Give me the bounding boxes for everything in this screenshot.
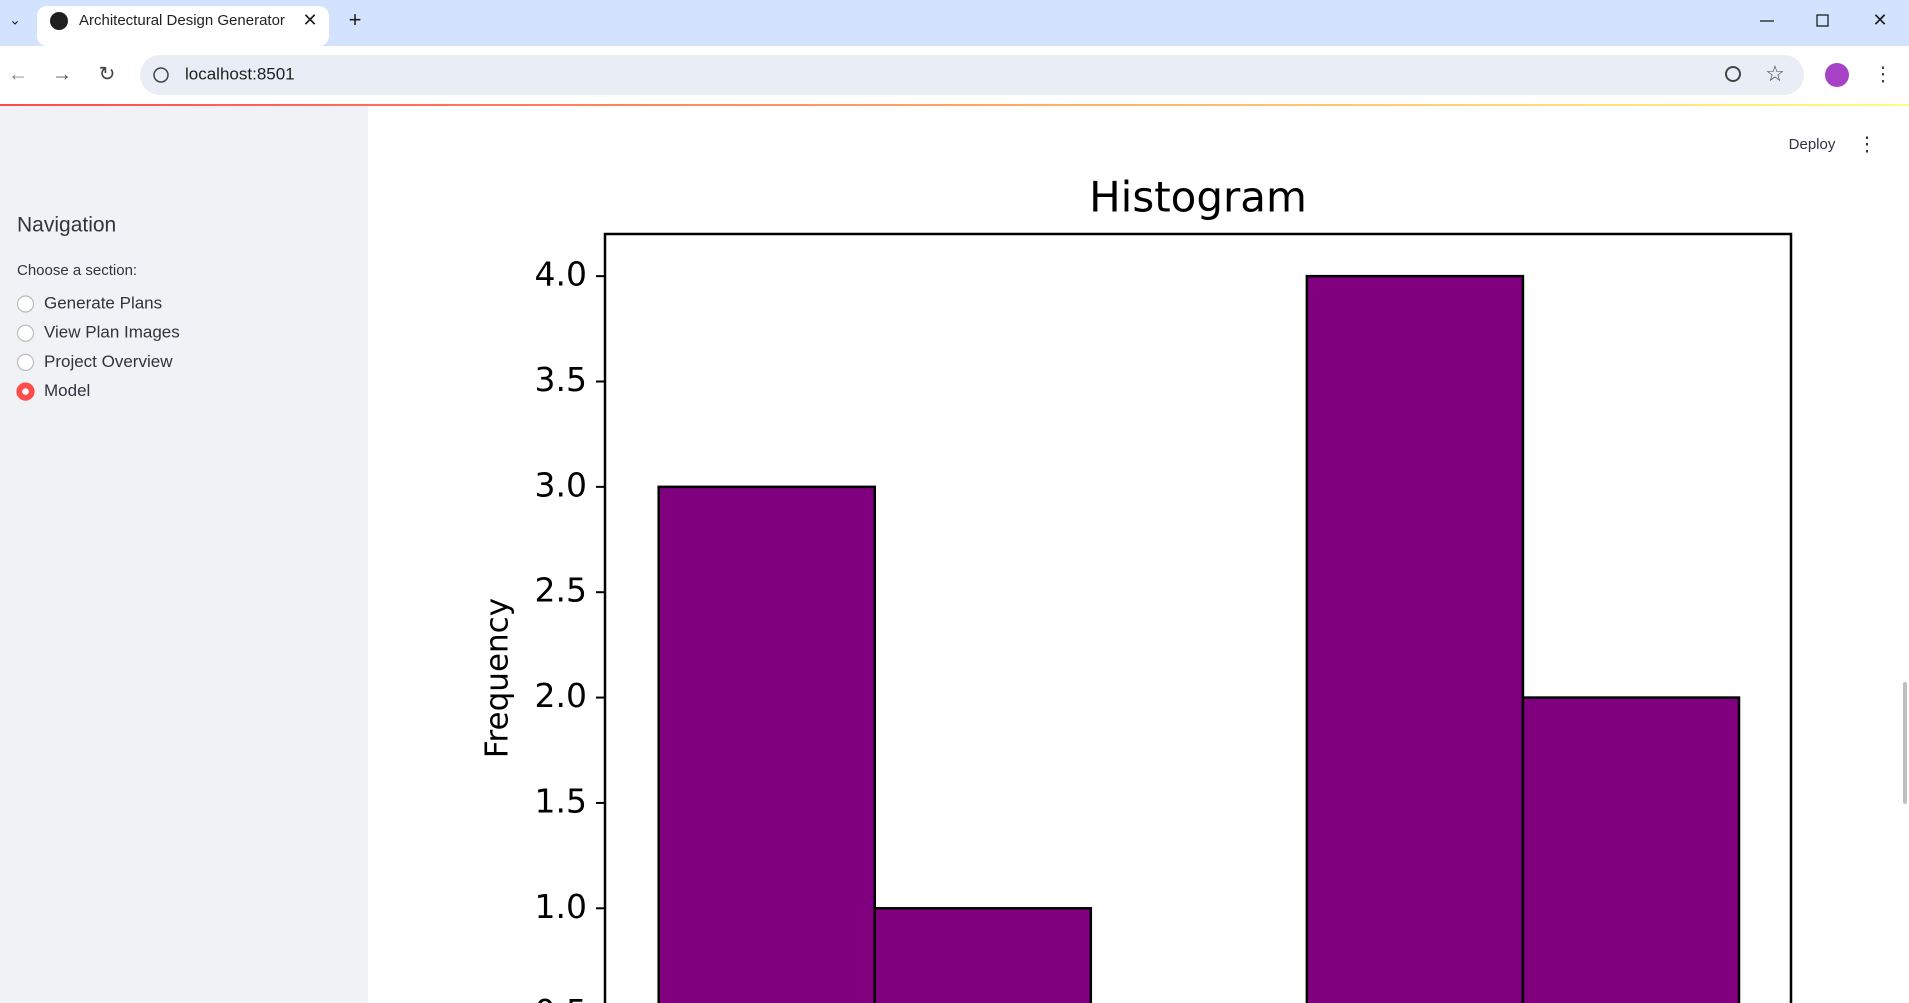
y-tick-label: 0.5 (535, 992, 587, 1003)
bar (1305, 274, 1525, 1003)
y-tick-label: 1.0 (535, 887, 587, 926)
address-bar[interactable] (140, 55, 1804, 95)
tab-title: Architectural Design Generator (79, 12, 285, 29)
deploy-button[interactable]: Deploy (1789, 136, 1836, 153)
chart-title: Histogram (1089, 173, 1307, 222)
back[interactable]: ← (8, 63, 28, 85)
top-decoration (0, 104, 1909, 106)
scrollbar[interactable] (1903, 682, 1907, 804)
tab-close[interactable]: ✕ (302, 10, 317, 30)
tab-icon (50, 12, 68, 30)
y-axis-label: Frequency (480, 598, 516, 758)
bookmark[interactable]: ☆ (1765, 61, 1785, 86)
radio-dot (22, 388, 29, 395)
tab-menu[interactable]: ⌄ (9, 12, 21, 28)
reload[interactable]: ↻ (99, 63, 116, 85)
y-tick-label: 2.5 (535, 571, 587, 610)
bar (873, 907, 1093, 1003)
bar (1521, 696, 1741, 1003)
bar (657, 485, 877, 1003)
y-tick-label: 2.0 (535, 676, 587, 715)
y-tick-label: 4.0 (535, 255, 587, 294)
radio-option[interactable]: Model (44, 381, 90, 400)
browser-menu[interactable]: ⋮ (1873, 63, 1893, 85)
active-tab[interactable] (37, 6, 329, 46)
y-tick-label: 3.5 (535, 360, 587, 399)
radio-button[interactable] (16, 353, 35, 371)
radio-button[interactable] (16, 324, 35, 342)
forward[interactable]: → (52, 63, 72, 85)
zoom[interactable] (1725, 66, 1741, 82)
restore[interactable] (1816, 14, 1829, 27)
app-menu[interactable]: ⋮ (1857, 133, 1877, 155)
url: localhost:8501 (185, 64, 295, 83)
y-tick-label: 3.0 (535, 465, 587, 504)
radio-option[interactable]: Project Overview (44, 352, 173, 371)
plot-frame (603, 232, 1793, 1003)
sidebar-title: Navigation (17, 214, 116, 237)
site-info[interactable] (153, 67, 169, 83)
y-tick-label: 1.5 (535, 781, 587, 820)
new-tab[interactable]: + (349, 7, 362, 32)
radio-button[interactable] (16, 295, 35, 313)
chart: Histogram Frequency 0.5 1.0 1.5 2.0 2.5 3.0 3.… (480, 173, 1793, 1003)
close-window[interactable]: ✕ (1872, 10, 1887, 30)
profile[interactable] (1825, 63, 1849, 87)
radio-option[interactable]: Generate Plans (44, 293, 162, 312)
sidebar (0, 106, 368, 1003)
radio-label: Choose a section: (17, 262, 137, 279)
radio-option[interactable]: View Plan Images (44, 323, 180, 342)
